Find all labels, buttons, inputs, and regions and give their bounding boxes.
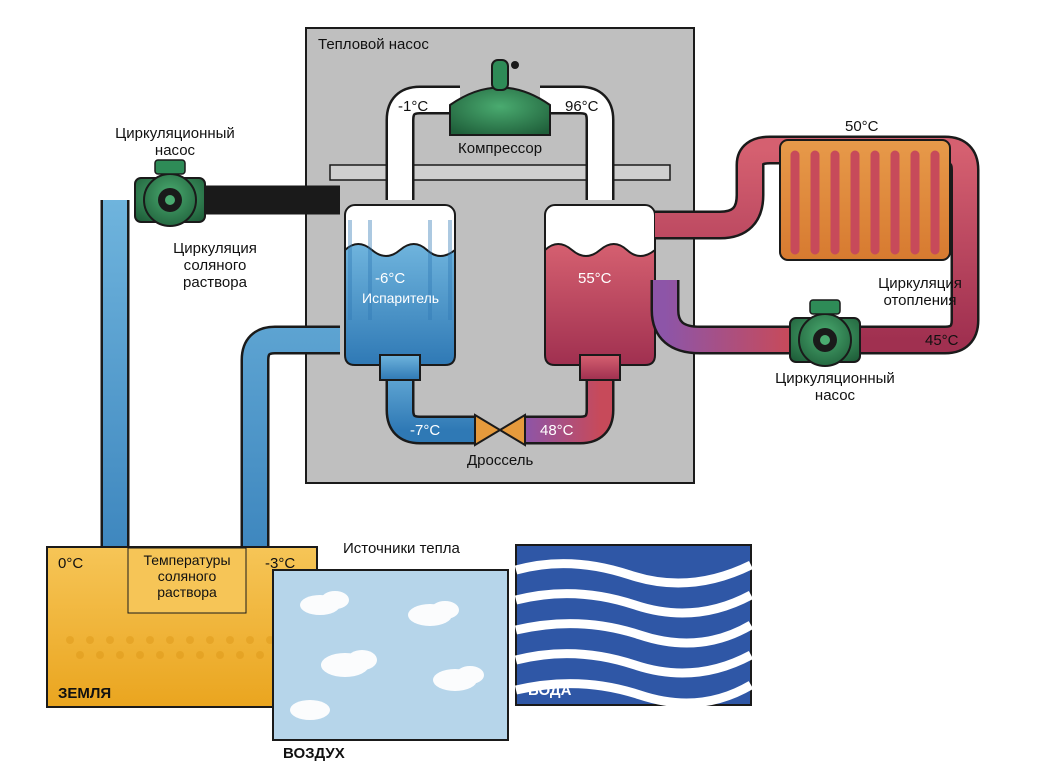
evaporator-label: Испаритель (362, 290, 439, 306)
radiator-icon (780, 140, 950, 260)
t-cond: 55°C (578, 270, 612, 287)
t-throttle-hot: 48°C (540, 422, 574, 439)
t-earth-out: 0°C (58, 555, 83, 572)
heatpump-title: Тепловой насос (318, 36, 429, 53)
t-comp-in: -1°C (398, 98, 428, 115)
brine-circ-label: Циркуляциясоляногораствора (150, 240, 280, 291)
condenser (545, 205, 655, 380)
sources-label: Источники тепла (343, 540, 460, 557)
diagram-stage: Тепловой насос Компрессор Испаритель Дро… (0, 0, 1042, 770)
heating-circ-label: Циркуляцияотопления (855, 275, 985, 309)
t-evap: -6°C (375, 270, 405, 287)
air-label: ВОЗДУХ (283, 745, 345, 762)
t-earth-in: -3°C (265, 555, 295, 572)
earth-label: ЗЕМЛЯ (58, 685, 111, 702)
pump-right-label: Циркуляционныйнасос (760, 370, 910, 404)
pump-left-label: Циркуляционныйнасос (100, 125, 250, 159)
pump-left (135, 160, 205, 226)
t-return: 45°C (925, 332, 959, 349)
pump-right (790, 300, 860, 366)
throttle-label: Дроссель (467, 452, 533, 469)
water-label: ВОДА (528, 682, 571, 699)
t-comp-out: 96°C (565, 98, 599, 115)
compressor-label: Компрессор (458, 140, 542, 157)
t-radiator: 50°C (845, 118, 879, 135)
brine-temp-label: Температурысоляногораствора (128, 552, 246, 600)
t-throttle-cold: -7°C (410, 422, 440, 439)
heatpump-plate (330, 165, 670, 180)
